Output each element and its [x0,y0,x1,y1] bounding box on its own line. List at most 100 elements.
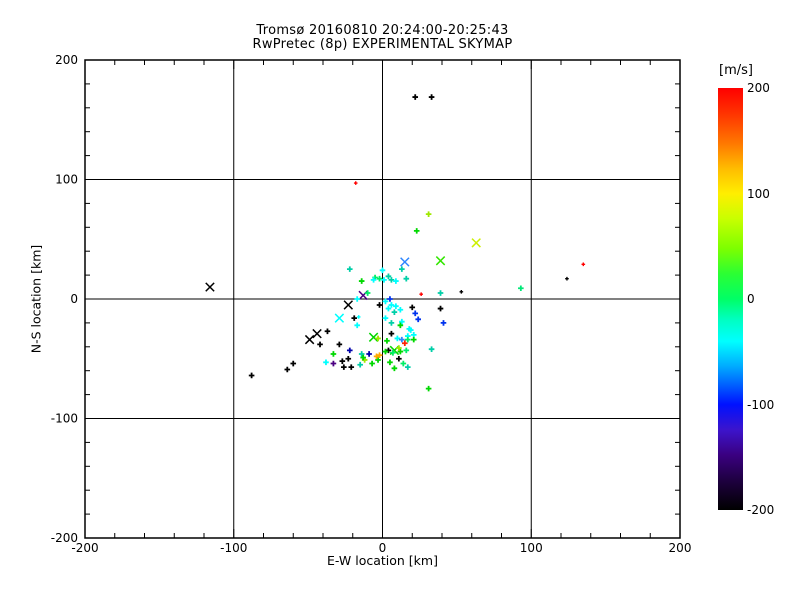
data-point [368,332,379,342]
data-point [518,285,524,292]
data-point [413,228,420,234]
data-point [391,365,398,372]
data-point [330,360,337,367]
data-point [388,330,395,337]
data-point [346,347,353,354]
data-point [393,278,399,284]
data-point [205,282,215,292]
data-point [376,352,383,358]
data-point [399,336,405,343]
x-tick-label: 200 [669,541,692,555]
plot-title-line2: RwPretec (8p) EXPERIMENTAL SKYMAP [252,37,513,52]
data-point [396,355,402,362]
data-point [385,305,392,312]
data-point [370,277,377,283]
colorbar-tick-label: -200 [747,503,775,517]
data-point [304,334,315,345]
data-point [341,364,347,370]
data-point [440,320,447,326]
colorbar-tick-label: 0 [747,292,755,306]
data-point [339,358,346,364]
y-axis-label: N-S location [km] [28,244,44,354]
data-point [425,385,432,392]
data-point [248,372,255,379]
data-point [323,359,329,366]
data-point [351,315,358,321]
data-point [357,361,363,368]
data-point [407,327,414,333]
data-point [387,359,393,366]
data-point [581,262,586,267]
y-tick-label: -100 [51,412,78,426]
data-point [402,340,408,347]
data-point [388,302,395,308]
data-point [381,277,387,283]
y-tick-label: -200 [51,531,78,545]
data-point [382,315,389,321]
data-point [385,273,392,280]
data-point [419,292,423,297]
data-point [364,290,371,296]
data-point [399,318,405,325]
data-point [410,332,417,338]
data-point [435,256,446,266]
data-point [317,341,323,348]
data-point [404,364,411,370]
data-point [348,364,355,370]
data-point [397,322,404,329]
y-tick-label: 0 [70,292,78,306]
colorbar-unit-label: [m/s] [719,63,753,78]
data-point [400,257,410,267]
colorbar-tick-label: 100 [747,186,770,201]
data-point [459,290,464,294]
data-point [358,278,365,284]
data-point [396,345,402,351]
data-point [412,310,419,317]
data-point [353,181,358,185]
data-point [330,351,337,357]
data-point [388,277,395,283]
colorbar-tick-label: -100 [747,397,775,412]
data-point [382,298,389,305]
data-point [290,360,297,367]
data-point [425,211,432,217]
plot-title-line1: Tromsø 20160810 20:24:00-20:25:43 [256,23,509,38]
data-point [343,300,354,310]
data-point [324,328,331,335]
data-point [400,360,407,367]
data-point [354,296,361,302]
data-point [376,275,383,282]
data-point [354,322,361,329]
data-point [382,348,389,355]
colorbar-gradient [718,88,743,510]
data-point [356,315,361,319]
data-point [397,306,404,313]
data-point [360,354,366,361]
data-point [376,302,383,308]
data-point [346,266,353,272]
data-point [334,313,345,323]
y-tick-label: 200 [55,53,78,67]
data-point [391,309,398,315]
data-point [403,347,410,354]
data-point [366,351,372,357]
data-point [375,357,381,363]
x-axis-label: E-W location [km] [327,553,438,568]
data-point [393,303,399,309]
data-point [403,275,410,282]
data-point [345,355,352,362]
data-point [412,94,419,100]
data-point [369,360,375,367]
data-point [336,341,343,348]
data-point [358,351,365,357]
data-point [410,336,417,343]
x-tick-label: -200 [71,541,98,555]
data-point [399,266,405,272]
data-point [565,276,569,281]
data-point [312,328,322,339]
data-point [387,296,393,302]
data-point [379,267,386,274]
data-point [394,335,401,342]
